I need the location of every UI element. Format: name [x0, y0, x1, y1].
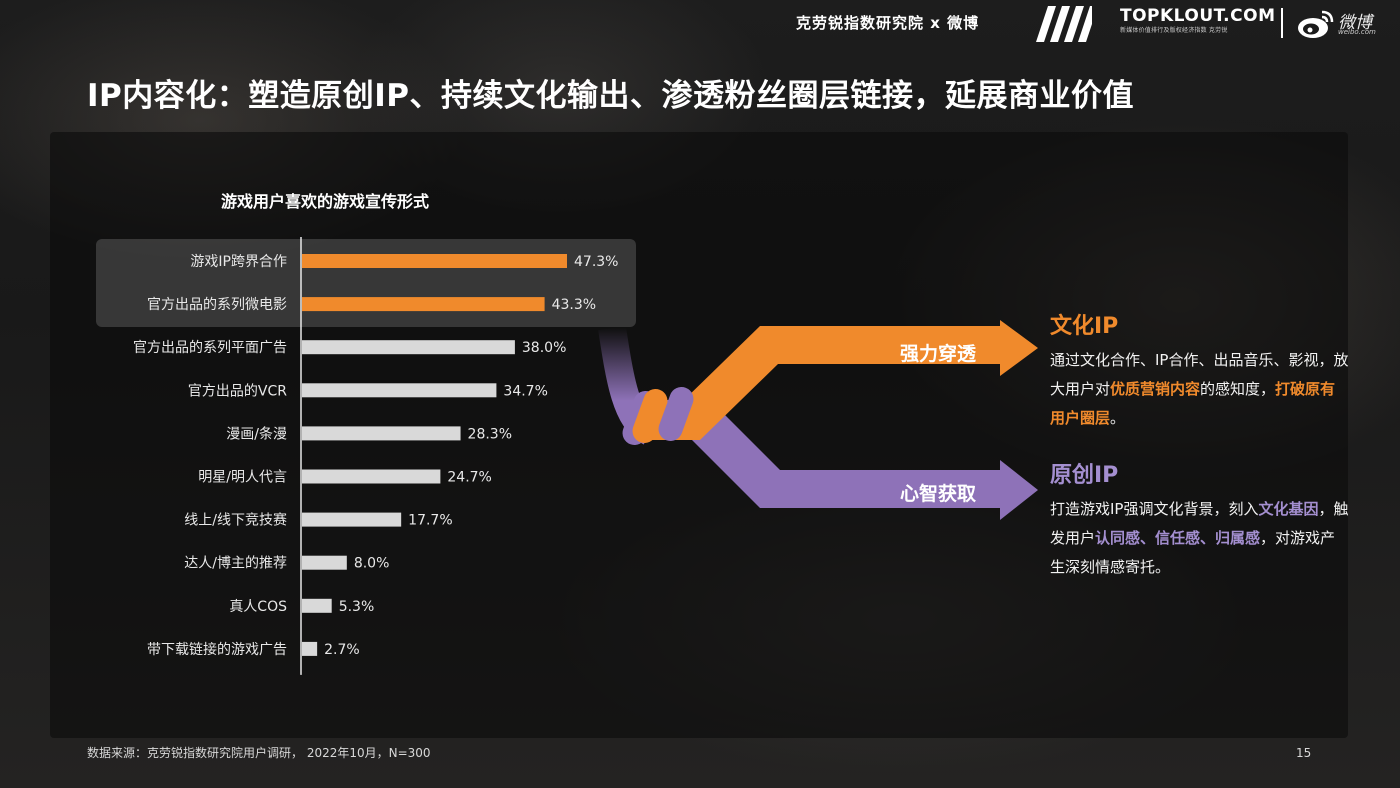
flow-label-bottom: 心智获取	[900, 482, 976, 505]
brand-divider	[1281, 8, 1283, 38]
insight-heading: 文化IP	[1050, 314, 1119, 339]
category-label: 达人/博主的推荐	[184, 555, 287, 572]
slashes-icon	[1036, 6, 1092, 42]
bar	[302, 340, 515, 355]
bar	[302, 254, 567, 268]
topklout-cn: 克劳锐	[1208, 27, 1228, 34]
brand-header: 克劳锐指数研究院 x 微博 TOPKLOUT.COM 新媒体价值排行及版权经济指…	[0, 0, 1400, 48]
page-number: 15	[1296, 746, 1312, 760]
data-source: 数据来源：克劳锐指数研究院用户调研， 2022年10月，N=300	[87, 746, 431, 760]
category-label: 真人COS	[229, 599, 287, 615]
value-label: 28.3%	[468, 426, 512, 442]
insight-original-ip: 原创IP 打造游戏IP强调文化背景，刻入文化基因，触发用户认同感、信任感、归属感…	[1050, 457, 1350, 582]
purple-stub-2	[658, 386, 694, 442]
topklout-name: TOPKLOUT.COM	[1120, 6, 1276, 26]
value-label: 2.7%	[324, 642, 360, 658]
weibo-icon	[1298, 10, 1334, 38]
bar	[302, 598, 332, 613]
orange-arrow	[640, 320, 1038, 440]
chart-title: 游戏用户喜欢的游戏宣传形式	[220, 192, 429, 211]
category-label: 官方出品的系列微电影	[147, 297, 287, 313]
value-label: 17.7%	[408, 513, 452, 529]
value-label: 47.3%	[574, 254, 618, 270]
purple-arrow	[648, 400, 1038, 520]
value-label: 34.7%	[503, 383, 547, 399]
insight-body: 通过文化合作、IP合作、出品音乐、影视，放大用户对优质营销内容的感知度，打破原有…	[1050, 346, 1350, 433]
insight-highlight: 认同感、信任感、归属感	[1095, 529, 1261, 547]
bar	[302, 641, 318, 656]
category-label: 官方出品的系列平面广告	[133, 340, 287, 356]
topklout-sub-text: 新媒体价值排行及版权经济指数	[1120, 27, 1207, 34]
insight-heading: 原创IP	[1050, 463, 1119, 488]
value-label: 24.7%	[447, 470, 491, 486]
bar	[302, 426, 461, 441]
bar	[302, 512, 402, 527]
insight-body: 打造游戏IP强调文化背景，刻入文化基因，触发用户认同感、信任感、归属感，对游戏产…	[1050, 495, 1350, 582]
weibo-cn: 微博	[1338, 13, 1372, 33]
insight-highlight: 文化基因	[1258, 500, 1319, 518]
value-label: 8.0%	[354, 556, 390, 572]
value-label: 38.0%	[522, 340, 566, 356]
insight-highlight: 打破原有用户圈层	[1050, 380, 1336, 427]
category-label: 游戏IP跨界合作	[190, 254, 287, 270]
insight-text: 。	[1110, 409, 1126, 427]
insight-highlight: 优质营销内容	[1110, 380, 1201, 398]
insight-text: ，触发用户	[1050, 500, 1349, 547]
category-label: 线上/线下竞技赛	[184, 512, 287, 529]
insight-text: 打造游戏IP强调文化背景，刻入	[1050, 500, 1259, 518]
category-label: 漫画/条漫	[226, 425, 287, 442]
topklout-logo: TOPKLOUT.COM 新媒体价值排行及版权经济指数 克劳锐	[1120, 6, 1276, 42]
page-title: IP内容化：塑造原创IP、持续文化输出、渗透粉丝圈层链接，延展商业价值	[87, 78, 1135, 114]
insight-text: 通过文化合作、IP合作、出品音乐、影视，放大用户对	[1050, 351, 1349, 398]
insight-text: 的感知度，	[1200, 380, 1276, 398]
bar	[302, 469, 441, 484]
bar	[302, 383, 497, 398]
insight-text: ，对游戏产生深刻情感寄托。	[1050, 529, 1336, 576]
topklout-sub: 新媒体价值排行及版权经济指数 克劳锐	[1120, 26, 1268, 36]
value-label: 43.3%	[552, 297, 596, 313]
category-label: 带下载链接的游戏广告	[147, 641, 287, 658]
brand-text: 克劳锐指数研究院 x 微博	[796, 14, 980, 32]
bar	[302, 297, 545, 312]
insight-culture-ip: 文化IP 通过文化合作、IP合作、出品音乐、影视，放大用户对优质营销内容的感知度…	[1050, 308, 1350, 433]
weibo-en: weibo.com	[1338, 28, 1376, 36]
weibo-logo: 微博 weibo.com	[1296, 6, 1396, 42]
category-label: 官方出品的VCR	[188, 383, 287, 399]
highlight-box	[96, 239, 636, 327]
bar	[302, 555, 347, 570]
value-label: 5.3%	[339, 599, 375, 615]
category-label: 明星/明人代言	[198, 470, 287, 486]
flow-label-top: 强力穿透	[900, 342, 977, 365]
orange-stub	[632, 388, 668, 444]
